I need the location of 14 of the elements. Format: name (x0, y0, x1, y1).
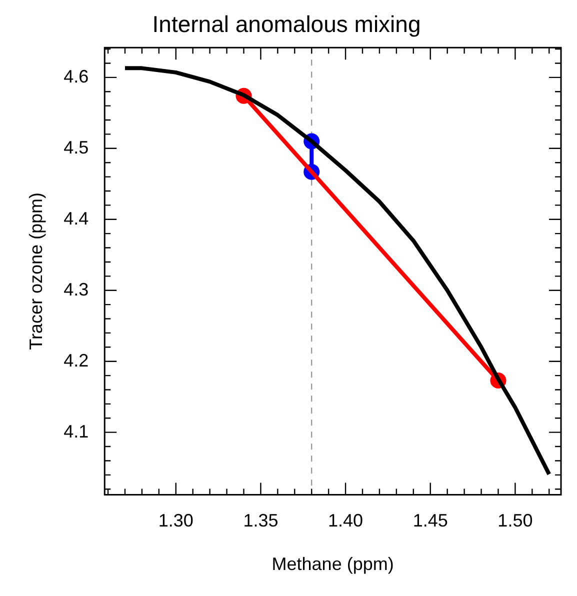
y-tick-label: 4.4 (64, 208, 89, 228)
x-tick-label: 1.45 (412, 510, 448, 531)
y-tick-label: 4.3 (64, 279, 89, 300)
x-tick-label: 1.40 (328, 510, 364, 531)
x-tick-label: 1.50 (498, 510, 533, 531)
y-axis-title: Tracer ozone (ppm) (26, 192, 46, 350)
x-tick-label: 1.30 (158, 510, 194, 531)
y-tick-label: 4.2 (64, 350, 89, 370)
chart-title: Internal anomalous mixing (152, 11, 421, 38)
y-tick-label: 4.5 (64, 137, 89, 158)
x-tick-label: 1.35 (243, 510, 278, 531)
x-axis-title: Methane (ppm) (272, 554, 394, 574)
y-tick-label: 4.6 (64, 66, 89, 86)
y-tick-label: 4.1 (64, 421, 89, 442)
